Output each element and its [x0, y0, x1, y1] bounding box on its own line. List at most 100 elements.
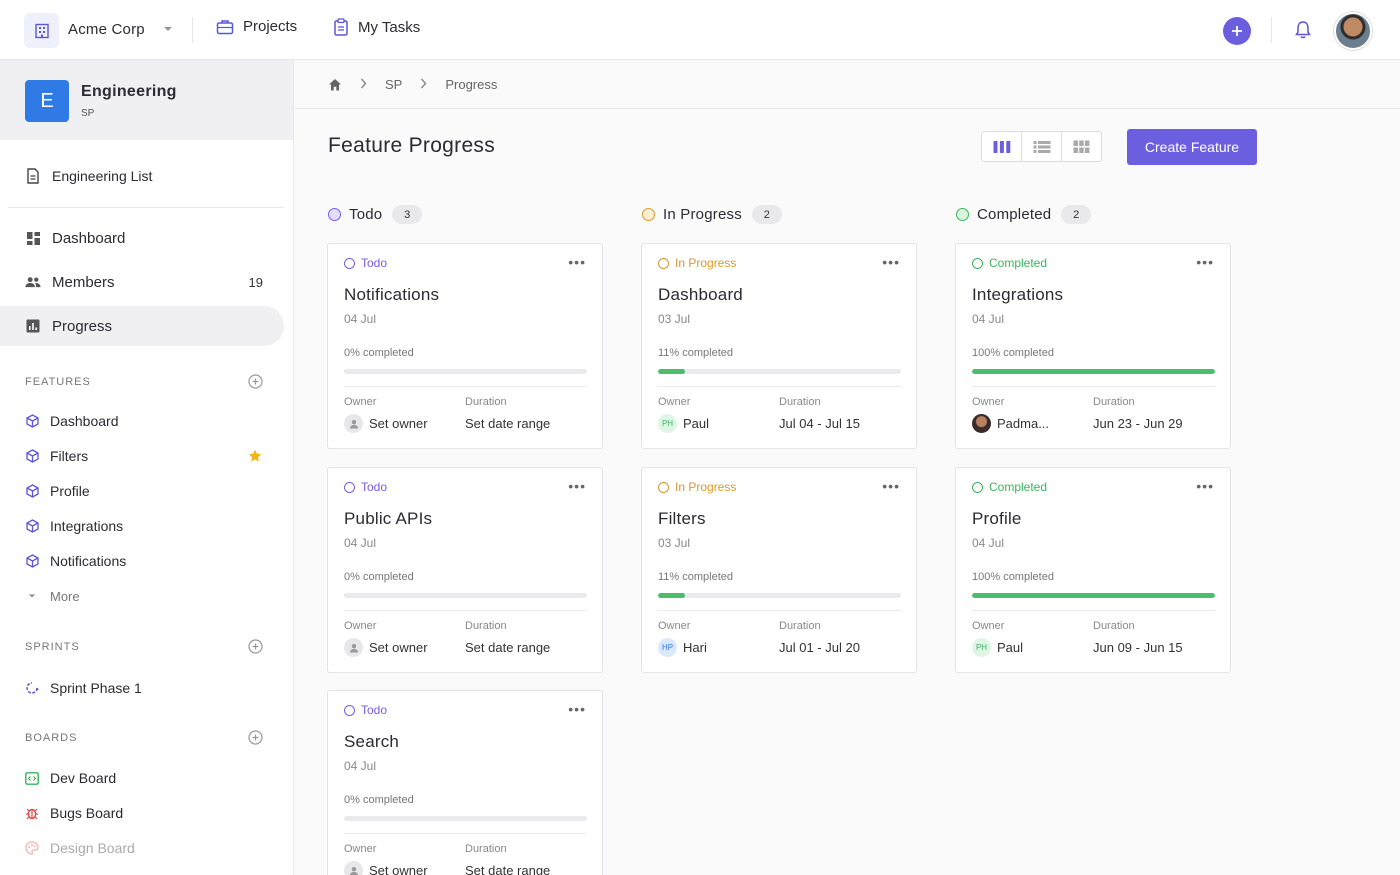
duration-field[interactable]: Set date range [465, 640, 551, 655]
cube-icon [25, 519, 39, 533]
divider [344, 833, 587, 834]
list-view-button[interactable] [1022, 132, 1062, 161]
more-options-icon[interactable]: ••• [568, 701, 586, 717]
cube-icon [25, 449, 39, 463]
sidebar-feature-filters[interactable]: Filters [0, 441, 284, 471]
add-button[interactable] [1223, 17, 1251, 45]
sidebar-item-members[interactable]: Members 19 [0, 262, 284, 302]
add-feature-icon[interactable] [248, 374, 263, 389]
add-sprint-icon[interactable] [248, 639, 263, 654]
sidebar-item-label: Dashboard [52, 229, 126, 247]
feature-card[interactable]: Completed ••• Profile 04 Jul 100% comple… [955, 467, 1231, 673]
card-date: 04 Jul [972, 536, 1005, 550]
breadcrumb-item[interactable]: Progress [445, 76, 498, 92]
status-badge: Todo [344, 480, 387, 494]
board-view-button[interactable] [982, 132, 1022, 161]
card-date: 04 Jul [972, 312, 1005, 326]
more-options-icon[interactable]: ••• [882, 478, 900, 494]
status-dot [972, 481, 983, 493]
chevron-right-icon [420, 77, 427, 92]
owner-field[interactable]: Set owner [344, 638, 428, 657]
progress-fill [972, 369, 1215, 374]
space-name: Engineering [81, 83, 177, 100]
sidebar-board-label: Dev Board [50, 770, 117, 786]
sidebar-board-bugs[interactable]: Bugs Board [0, 798, 284, 828]
building-icon[interactable] [24, 13, 59, 48]
progress-fill [658, 593, 685, 598]
org-name[interactable]: Acme Corp [68, 21, 145, 38]
owner-field[interactable]: PH Paul [658, 414, 709, 433]
more-options-icon[interactable]: ••• [568, 254, 586, 270]
sprints-section-title: SPRINTS [25, 641, 80, 653]
duration-field[interactable]: Set date range [465, 416, 551, 431]
column-header-in-progress: In Progress 2 [642, 205, 782, 224]
chevron-right-icon [360, 77, 367, 92]
top-bar: Acme Corp Projects My Tasks [0, 0, 1400, 60]
chevron-down-icon[interactable] [162, 23, 174, 35]
progress-label: 0% completed [344, 347, 414, 359]
nav-my-tasks[interactable]: My Tasks [333, 18, 420, 36]
card-title: Integrations [972, 285, 1064, 304]
home-icon[interactable] [328, 78, 342, 91]
owner-label: Owner [658, 620, 691, 632]
duration-label: Duration [465, 843, 507, 855]
feature-card[interactable]: Completed ••• Integrations 04 Jul 100% c… [955, 243, 1231, 449]
more-options-icon[interactable]: ••• [568, 478, 586, 494]
add-board-icon[interactable] [248, 730, 263, 745]
sidebar-item-dashboard[interactable]: Dashboard [0, 218, 284, 258]
clipboard-icon [334, 18, 348, 36]
breadcrumb-item[interactable]: SP [385, 76, 403, 92]
more-options-icon[interactable]: ••• [1196, 254, 1214, 270]
owner-field[interactable]: PH Paul [972, 638, 1023, 657]
create-feature-button[interactable]: Create Feature [1127, 129, 1257, 165]
boards-section-title: BOARDS [25, 732, 78, 744]
status-label: Completed [989, 480, 1048, 494]
duration-field[interactable]: Jul 04 - Jul 15 [779, 416, 860, 431]
more-options-icon[interactable]: ••• [1196, 478, 1214, 494]
more-options-icon[interactable]: ••• [882, 254, 900, 270]
status-label: In Progress [675, 256, 737, 270]
user-avatar[interactable] [1334, 12, 1372, 50]
star-icon[interactable] [248, 449, 262, 463]
sidebar-item-progress[interactable]: Progress [0, 306, 284, 346]
duration-field[interactable]: Jul 01 - Jul 20 [779, 640, 860, 655]
owner-label: Owner [972, 396, 1005, 408]
card-title: Dashboard [658, 285, 743, 304]
feature-card[interactable]: Todo ••• Notifications 04 Jul 0% complet… [327, 243, 603, 449]
duration-field[interactable]: Jun 23 - Jun 29 [1093, 416, 1183, 431]
owner-field[interactable]: Padma... [972, 414, 1049, 433]
sidebar-feature-dashboard[interactable]: Dashboard [0, 406, 284, 436]
nav-projects[interactable]: Projects [216, 18, 297, 35]
sidebar-board-dev[interactable]: Dev Board [0, 763, 284, 793]
feature-card[interactable]: Todo ••• Public APIs 04 Jul 0% completed… [327, 467, 603, 673]
owner-field[interactable]: Set owner [344, 861, 428, 875]
grid-view-button[interactable] [1062, 132, 1101, 161]
owner-field[interactable]: HP Hari [658, 638, 707, 657]
duration-field[interactable]: Jun 09 - Jun 15 [1093, 640, 1183, 655]
sidebar-item-label: Members [52, 273, 115, 291]
card-title: Profile [972, 509, 1022, 528]
duration-field[interactable]: Set date range [465, 863, 551, 875]
feature-card[interactable]: In Progress ••• Dashboard 03 Jul 11% com… [641, 243, 917, 449]
sidebar-feature-label: Dashboard [50, 413, 119, 429]
feature-card[interactable]: In Progress ••• Filters 03 Jul 11% compl… [641, 467, 917, 673]
progress-label: 100% completed [972, 347, 1054, 359]
list-icon [1033, 140, 1050, 153]
space-header[interactable]: E Engineering SP [0, 60, 293, 140]
bell-icon[interactable] [1294, 20, 1312, 40]
sidebar-feature-integrations[interactable]: Integrations [0, 511, 284, 541]
sidebar-more-toggle[interactable]: More [0, 581, 284, 611]
progress-bar [344, 816, 587, 821]
sidebar: E Engineering SP Engineering List Dashbo… [0, 60, 294, 875]
sidebar-sprint-item[interactable]: Sprint Phase 1 [0, 673, 284, 703]
duration-label: Duration [779, 396, 821, 408]
owner-field[interactable]: Set owner [344, 414, 428, 433]
card-date: 04 Jul [344, 536, 377, 550]
status-dot [642, 208, 655, 221]
sidebar-item-engineering-list[interactable]: Engineering List [0, 156, 284, 196]
feature-card[interactable]: Todo ••• Search 04 Jul 0% completed Owne… [327, 690, 603, 875]
sidebar-board-design[interactable]: Design Board [0, 833, 284, 863]
features-section-title: FEATURES [25, 376, 91, 388]
sidebar-feature-notifications[interactable]: Notifications [0, 546, 284, 576]
sidebar-feature-profile[interactable]: Profile [0, 476, 284, 506]
